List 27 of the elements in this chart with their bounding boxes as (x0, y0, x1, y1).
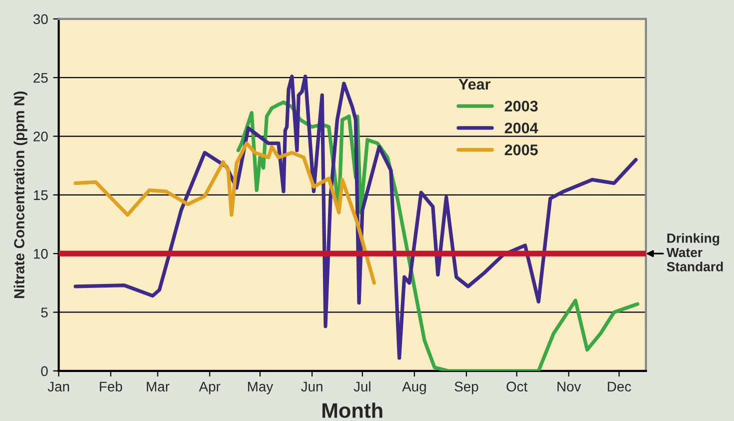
x-tick-label: Oct (506, 382, 528, 392)
legend-label: 2004 (504, 122, 538, 134)
x-tick-label: Sep (454, 382, 478, 394)
x-tick-label: Mar (146, 382, 170, 392)
legend-label: 2005 (504, 144, 538, 156)
y-tick-label: 30 (33, 14, 48, 24)
y-tick-label: 5 (41, 308, 48, 318)
y-tick-label: 15 (34, 190, 48, 200)
x-tick-label: May (248, 382, 274, 394)
x-tick-label: Jul (354, 381, 370, 392)
y-axis-title: Nitrate Concentration (ppm N) (14, 92, 28, 298)
x-tick-label: Jun (301, 382, 322, 392)
y-tick-label: 10 (34, 248, 48, 259)
x-tick-label: Jan (48, 382, 70, 392)
x-tick-label: Aug (402, 382, 426, 394)
legend-title: Year (458, 79, 490, 90)
y-tick-label: 20 (34, 132, 48, 142)
y-tick-label: 25 (34, 72, 48, 83)
line-series (74, 142, 376, 285)
x-axis-title: Month (322, 402, 382, 418)
x-tick-label: Dec (608, 382, 632, 392)
legend-label: 2003 (504, 100, 538, 112)
x-tick-label: Apr (198, 382, 220, 394)
y-tick-label: 0 (41, 366, 48, 376)
x-tick-label: Nov (558, 382, 582, 392)
x-tick-label: Feb (100, 381, 122, 392)
ref-line-label: Drinking Water Standard (666, 233, 723, 272)
